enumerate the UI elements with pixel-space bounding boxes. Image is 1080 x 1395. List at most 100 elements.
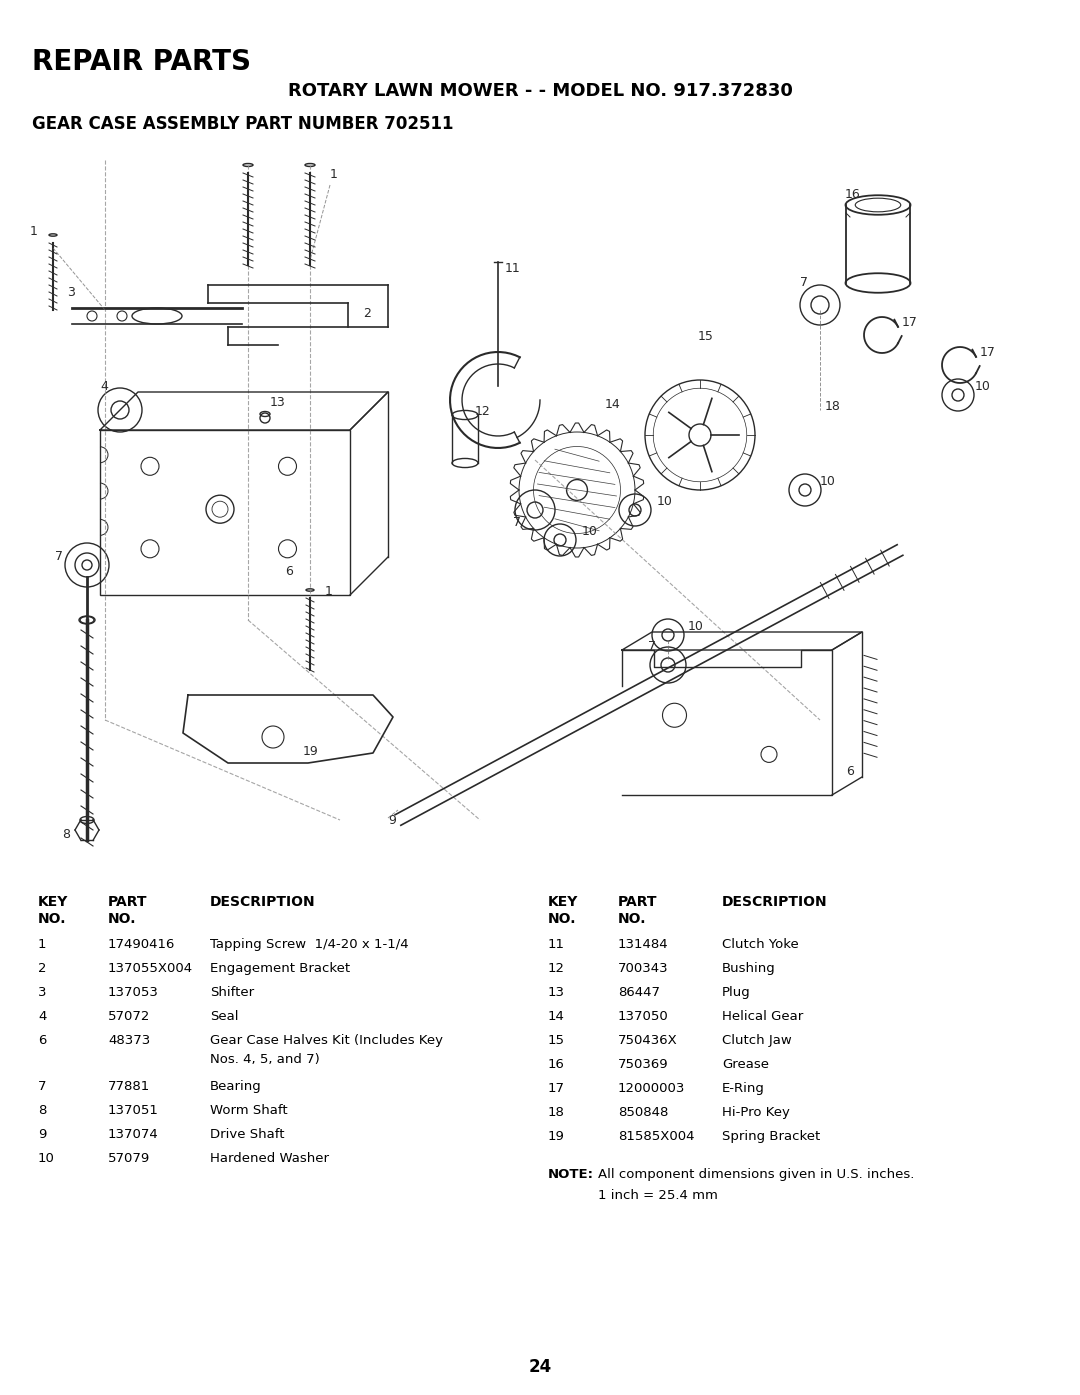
Text: 10: 10	[657, 495, 673, 508]
Text: 17: 17	[980, 346, 996, 359]
Text: 16: 16	[845, 188, 861, 201]
Text: Bushing: Bushing	[723, 963, 775, 975]
Text: DESCRIPTION: DESCRIPTION	[210, 896, 315, 910]
Text: PART: PART	[108, 896, 148, 910]
Text: NOTE:: NOTE:	[548, 1168, 594, 1182]
Text: 9: 9	[38, 1127, 46, 1141]
Text: Clutch Jaw: Clutch Jaw	[723, 1034, 792, 1048]
Text: 15: 15	[698, 331, 714, 343]
Text: 18: 18	[825, 400, 841, 413]
Text: 11: 11	[548, 937, 565, 951]
Text: PART: PART	[618, 896, 658, 910]
Text: 137074: 137074	[108, 1127, 159, 1141]
Text: 4: 4	[100, 379, 108, 393]
Text: 12: 12	[548, 963, 565, 975]
Text: 2: 2	[38, 963, 46, 975]
Text: 137050: 137050	[618, 1010, 669, 1023]
Text: GEAR CASE ASSEMBLY PART NUMBER 702511: GEAR CASE ASSEMBLY PART NUMBER 702511	[32, 114, 454, 133]
Text: Nos. 4, 5, and 7): Nos. 4, 5, and 7)	[210, 1053, 320, 1066]
Text: REPAIR PARTS: REPAIR PARTS	[32, 47, 251, 75]
Text: 137055X004: 137055X004	[108, 963, 193, 975]
Text: 2: 2	[363, 307, 370, 319]
Text: Spring Bracket: Spring Bracket	[723, 1130, 820, 1143]
Text: Hardened Washer: Hardened Washer	[210, 1152, 329, 1165]
Text: 14: 14	[605, 398, 621, 412]
Text: 17: 17	[902, 317, 918, 329]
Text: 10: 10	[38, 1152, 55, 1165]
Text: 57072: 57072	[108, 1010, 150, 1023]
Ellipse shape	[49, 234, 57, 236]
Text: NO.: NO.	[108, 912, 136, 926]
Text: KEY: KEY	[548, 896, 579, 910]
Text: Seal: Seal	[210, 1010, 239, 1023]
Text: 10: 10	[688, 619, 704, 633]
Text: NO.: NO.	[38, 912, 67, 926]
Text: Drive Shaft: Drive Shaft	[210, 1127, 284, 1141]
Text: Worm Shaft: Worm Shaft	[210, 1103, 287, 1116]
Text: 1: 1	[38, 937, 46, 951]
Text: 48373: 48373	[108, 1034, 150, 1048]
Text: 1: 1	[330, 167, 338, 181]
Text: Bearing: Bearing	[210, 1080, 261, 1092]
Text: 77881: 77881	[108, 1080, 150, 1092]
Text: 24: 24	[528, 1357, 552, 1375]
Text: 3: 3	[67, 286, 75, 299]
Text: E-Ring: E-Ring	[723, 1083, 765, 1095]
Text: 12000003: 12000003	[618, 1083, 686, 1095]
Text: 19: 19	[548, 1130, 565, 1143]
Text: 750436X: 750436X	[618, 1034, 678, 1048]
Bar	[100, 430, 350, 596]
Text: 7: 7	[648, 640, 656, 653]
Text: Grease: Grease	[723, 1057, 769, 1071]
Text: 850848: 850848	[618, 1106, 669, 1119]
Text: 12: 12	[475, 405, 490, 418]
Text: 10: 10	[820, 476, 836, 488]
Ellipse shape	[243, 163, 253, 166]
Text: 13: 13	[548, 986, 565, 999]
Text: 3: 3	[38, 986, 46, 999]
Text: 1: 1	[325, 585, 333, 598]
Text: DESCRIPTION: DESCRIPTION	[723, 896, 827, 910]
Text: 4: 4	[38, 1010, 46, 1023]
Text: Hi-Pro Key: Hi-Pro Key	[723, 1106, 789, 1119]
Text: ROTARY LAWN MOWER - - MODEL NO. 917.372830: ROTARY LAWN MOWER - - MODEL NO. 917.3728…	[287, 82, 793, 100]
Text: 57079: 57079	[108, 1152, 150, 1165]
Text: Shifter: Shifter	[210, 986, 254, 999]
Text: 9: 9	[388, 815, 396, 827]
Text: Engagement Bracket: Engagement Bracket	[210, 963, 350, 975]
Text: 7: 7	[55, 550, 63, 564]
Text: 6: 6	[285, 565, 293, 578]
Text: 81585X004: 81585X004	[618, 1130, 694, 1143]
Text: 14: 14	[548, 1010, 565, 1023]
Text: 131484: 131484	[618, 937, 669, 951]
Text: 750369: 750369	[618, 1057, 669, 1071]
Text: 7: 7	[800, 276, 808, 289]
Text: 13: 13	[270, 396, 286, 409]
Text: 700343: 700343	[618, 963, 669, 975]
Text: 17490416: 17490416	[108, 937, 175, 951]
Text: 6: 6	[38, 1034, 46, 1048]
Text: 17: 17	[548, 1083, 565, 1095]
Text: 15: 15	[548, 1034, 565, 1048]
Text: 16: 16	[548, 1057, 565, 1071]
Text: 86447: 86447	[618, 986, 660, 999]
Text: NO.: NO.	[618, 912, 647, 926]
Text: 137053: 137053	[108, 986, 159, 999]
Ellipse shape	[305, 163, 315, 166]
Text: 1 inch = 25.4 mm: 1 inch = 25.4 mm	[598, 1189, 718, 1202]
Ellipse shape	[306, 589, 314, 591]
Text: 6: 6	[846, 764, 854, 778]
Text: 7: 7	[513, 516, 521, 529]
Text: Gear Case Halves Kit (Includes Key: Gear Case Halves Kit (Includes Key	[210, 1034, 443, 1048]
Text: 18: 18	[548, 1106, 565, 1119]
Text: Tapping Screw  1/4-20 x 1-1/4: Tapping Screw 1/4-20 x 1-1/4	[210, 937, 408, 951]
Text: 10: 10	[582, 525, 598, 538]
Text: 19: 19	[303, 745, 319, 757]
Text: 8: 8	[62, 829, 70, 841]
Text: Helical Gear: Helical Gear	[723, 1010, 804, 1023]
Text: 10: 10	[975, 379, 990, 393]
Text: 11: 11	[505, 262, 521, 275]
Text: KEY: KEY	[38, 896, 68, 910]
Text: NO.: NO.	[548, 912, 577, 926]
Text: 137051: 137051	[108, 1103, 159, 1116]
